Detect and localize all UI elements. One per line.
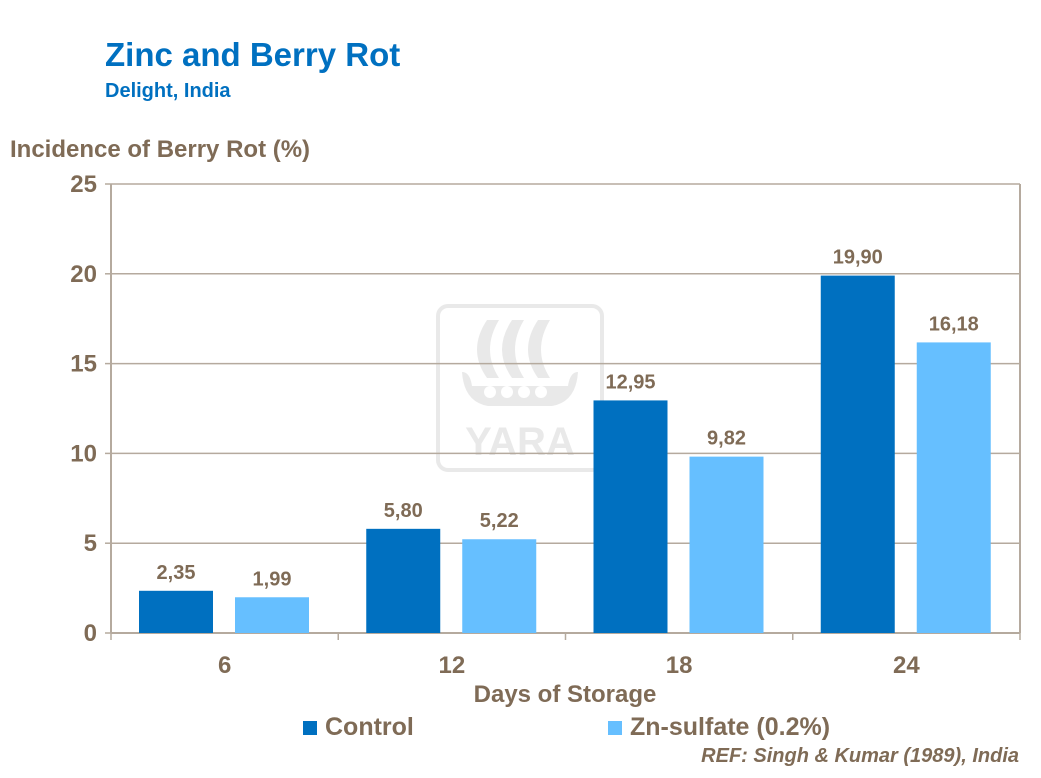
legend-swatch-control	[303, 720, 317, 735]
x-tick-label: 18	[666, 652, 693, 679]
y-tick-label: 15	[70, 351, 97, 378]
legend-swatch-zn-sulfate	[608, 720, 622, 735]
reference-note: REF: Singh & Kumar (1989), India	[701, 745, 1019, 767]
data-label: 19,90	[833, 247, 883, 269]
bar-zn-sulfate-24	[916, 342, 991, 633]
chart-subtitle: Delight, India	[105, 80, 231, 102]
y-tick-label: 0	[84, 620, 97, 647]
y-axis-label: Incidence of Berry Rot (%)	[10, 136, 311, 163]
x-tick-label: 6	[218, 652, 231, 679]
y-tick-label: 20	[70, 261, 97, 288]
svg-text:YARA: YARA	[465, 420, 575, 464]
data-label: 9,82	[707, 428, 746, 450]
data-label: 16,18	[929, 313, 979, 335]
data-label: 12,95	[605, 371, 655, 393]
bar-control-24	[820, 275, 895, 633]
legend-label: Control	[325, 713, 414, 741]
y-tick-label: 5	[84, 530, 97, 557]
data-label: 5,80	[384, 500, 423, 522]
yara-logo-watermark: YARA	[436, 304, 604, 472]
legend-item-control: Control	[303, 713, 414, 742]
x-tick-label: 12	[439, 652, 466, 679]
y-tick-label: 10	[70, 440, 97, 467]
y-tick-label: 25	[70, 171, 97, 198]
data-label: 2,35	[157, 562, 196, 584]
bar-zn-sulfate-6	[235, 597, 309, 633]
bar-control-18	[593, 400, 668, 633]
bar-zn-sulfate-18	[689, 456, 764, 633]
legend-item-zn-sulfate: Zn-sulfate (0.2%)	[608, 713, 830, 742]
bar-zn-sulfate-12	[462, 539, 537, 633]
bar-control-6	[139, 590, 213, 633]
chart-title: Zinc and Berry Rot	[105, 36, 401, 73]
data-label: 1,99	[253, 568, 292, 590]
x-tick-label: 24	[893, 652, 920, 679]
data-label: 5,22	[480, 510, 519, 532]
x-axis-label: Days of Storage	[473, 681, 657, 708]
bar-control-12	[366, 528, 441, 633]
legend-label: Zn-sulfate (0.2%)	[630, 713, 831, 741]
